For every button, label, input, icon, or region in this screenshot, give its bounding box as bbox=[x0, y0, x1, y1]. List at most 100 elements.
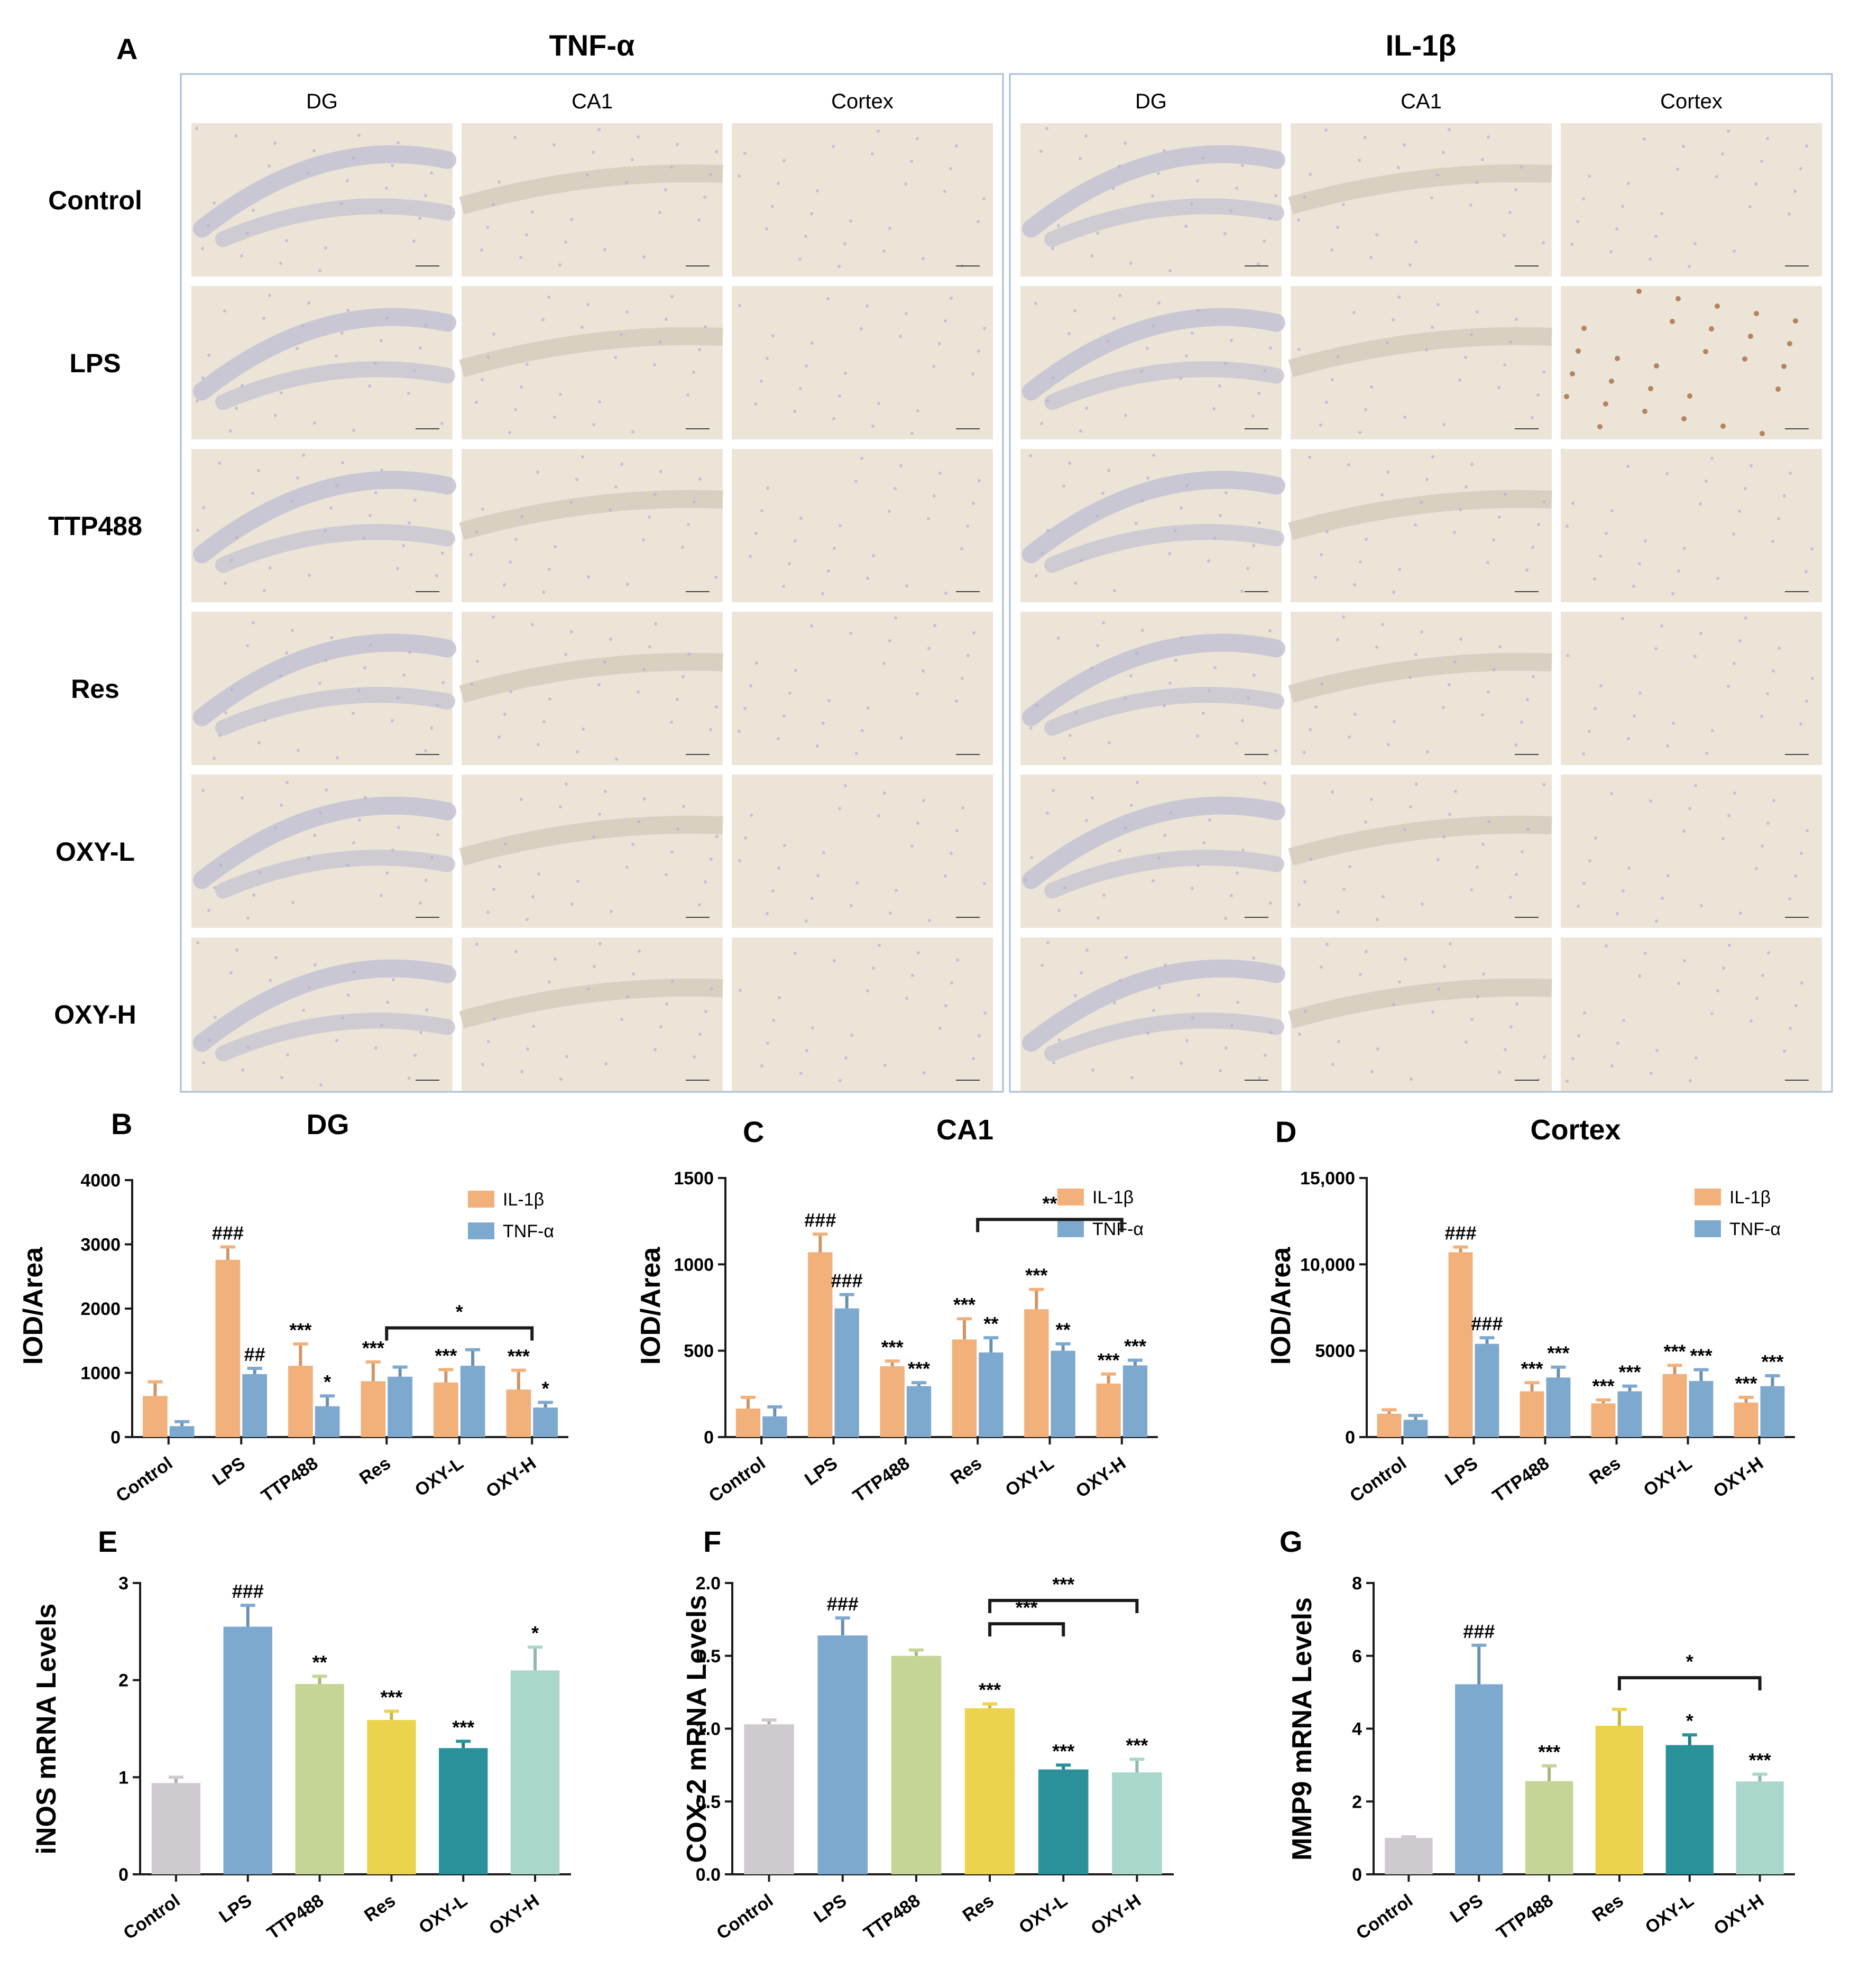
stained-cell bbox=[703, 196, 706, 199]
stained-cell bbox=[1342, 203, 1345, 206]
stained-cell bbox=[1430, 196, 1433, 199]
stained-cell bbox=[872, 967, 875, 970]
x-tick-label: Res bbox=[356, 1453, 394, 1488]
stained-cell bbox=[280, 391, 283, 394]
stained-cell bbox=[1582, 882, 1586, 885]
stained-cell bbox=[771, 889, 775, 892]
stained-cell bbox=[778, 996, 781, 999]
stained-cell bbox=[369, 514, 372, 517]
stained-cell bbox=[1085, 407, 1088, 410]
stained-cell bbox=[470, 683, 473, 686]
stained-cell bbox=[826, 297, 830, 300]
micrograph-tile bbox=[191, 123, 456, 277]
significance-label: *** bbox=[452, 1716, 474, 1738]
bar bbox=[151, 1783, 201, 1874]
stained-cell bbox=[1761, 844, 1764, 848]
stained-cell bbox=[1476, 995, 1479, 998]
y-tick-label: 1.5 bbox=[696, 1646, 721, 1667]
stained-cell bbox=[1024, 879, 1027, 882]
stained-cell bbox=[710, 987, 713, 990]
stained-cell bbox=[1146, 1032, 1149, 1035]
stained-cell bbox=[1688, 807, 1691, 810]
granule-cell-layer bbox=[1022, 959, 1285, 1052]
stained-cell bbox=[1509, 1025, 1513, 1028]
stained-cell bbox=[1481, 843, 1485, 846]
stained-cell bbox=[1448, 128, 1451, 131]
stained-cell bbox=[1129, 674, 1133, 677]
stained-cell bbox=[754, 532, 758, 535]
stained-cell bbox=[1739, 912, 1742, 915]
stained-cell bbox=[749, 684, 752, 687]
stained-cell bbox=[877, 402, 880, 405]
stained-cell bbox=[805, 364, 808, 367]
stained-cell bbox=[581, 455, 584, 458]
stained-cell bbox=[609, 508, 612, 511]
stained-cell bbox=[811, 1026, 814, 1029]
stained-cell bbox=[1191, 332, 1194, 335]
x-tick-label: Res bbox=[361, 1890, 399, 1926]
granule-cell-layer bbox=[1044, 687, 1284, 736]
stained-cell bbox=[978, 1034, 981, 1037]
stained-cell bbox=[1576, 348, 1581, 354]
stained-cell bbox=[219, 863, 222, 867]
stained-cell bbox=[871, 425, 874, 428]
y-tick-label: 0 bbox=[1345, 1428, 1355, 1448]
bracket-label: * bbox=[456, 1301, 463, 1322]
stained-cell bbox=[749, 555, 752, 558]
stained-cell bbox=[1627, 867, 1631, 870]
stained-cell bbox=[676, 698, 679, 701]
bar bbox=[979, 1352, 1003, 1437]
stained-cell bbox=[1767, 951, 1770, 954]
stained-cell bbox=[1577, 1034, 1580, 1037]
micrograph-tile bbox=[732, 937, 993, 1091]
stained-cell bbox=[1380, 493, 1384, 496]
stained-cell bbox=[280, 1076, 283, 1079]
stained-cell bbox=[1174, 659, 1177, 662]
micrograph-tile bbox=[732, 123, 993, 277]
stained-cell bbox=[592, 151, 595, 154]
y-tick-label: 8 bbox=[1352, 1573, 1362, 1594]
stained-cell bbox=[1789, 472, 1792, 475]
stained-cell bbox=[777, 867, 780, 870]
stained-cell bbox=[391, 719, 394, 722]
stained-cell bbox=[900, 737, 903, 740]
stained-cell bbox=[1543, 1055, 1546, 1059]
stained-cell bbox=[899, 464, 903, 467]
pyramidal-cell-layer bbox=[1288, 652, 1552, 703]
stained-cell bbox=[1715, 303, 1720, 309]
y-tick-label: 1500 bbox=[674, 1168, 714, 1189]
column-label-ca1: CA1 bbox=[572, 90, 613, 113]
stained-cell bbox=[1364, 821, 1367, 824]
x-tick-label: TTP488 bbox=[850, 1453, 914, 1506]
stained-cell bbox=[503, 713, 507, 716]
stained-cell bbox=[1436, 173, 1439, 177]
stained-cell bbox=[832, 417, 835, 420]
stained-cell bbox=[1408, 263, 1412, 266]
legend-swatch bbox=[1695, 1220, 1721, 1237]
stained-cell bbox=[1063, 757, 1066, 760]
stained-cell bbox=[1392, 591, 1395, 594]
stained-cell bbox=[235, 407, 238, 410]
granule-cell-layer bbox=[215, 687, 455, 736]
stained-cell bbox=[1236, 871, 1239, 875]
stained-cell bbox=[1269, 901, 1272, 905]
bar bbox=[1617, 1391, 1642, 1437]
stained-cell bbox=[766, 1042, 769, 1045]
stained-cell bbox=[1074, 994, 1077, 997]
stained-cell bbox=[329, 507, 333, 510]
legend-swatch bbox=[468, 1191, 494, 1208]
stained-cell bbox=[246, 644, 249, 647]
stained-cell bbox=[966, 654, 970, 657]
x-tick-label: OXY-H bbox=[1072, 1453, 1129, 1502]
stained-cell bbox=[971, 372, 974, 375]
significance-bracket bbox=[988, 1622, 1065, 1637]
stained-cell bbox=[1034, 302, 1037, 305]
stained-cell bbox=[1581, 326, 1587, 331]
stained-cell bbox=[659, 1025, 662, 1028]
stained-cell bbox=[386, 1001, 389, 1004]
stained-cell bbox=[308, 986, 311, 989]
stained-cell bbox=[783, 844, 786, 847]
stained-cell bbox=[1263, 240, 1266, 243]
stained-cell bbox=[229, 429, 232, 432]
stained-cell bbox=[1588, 859, 1591, 862]
